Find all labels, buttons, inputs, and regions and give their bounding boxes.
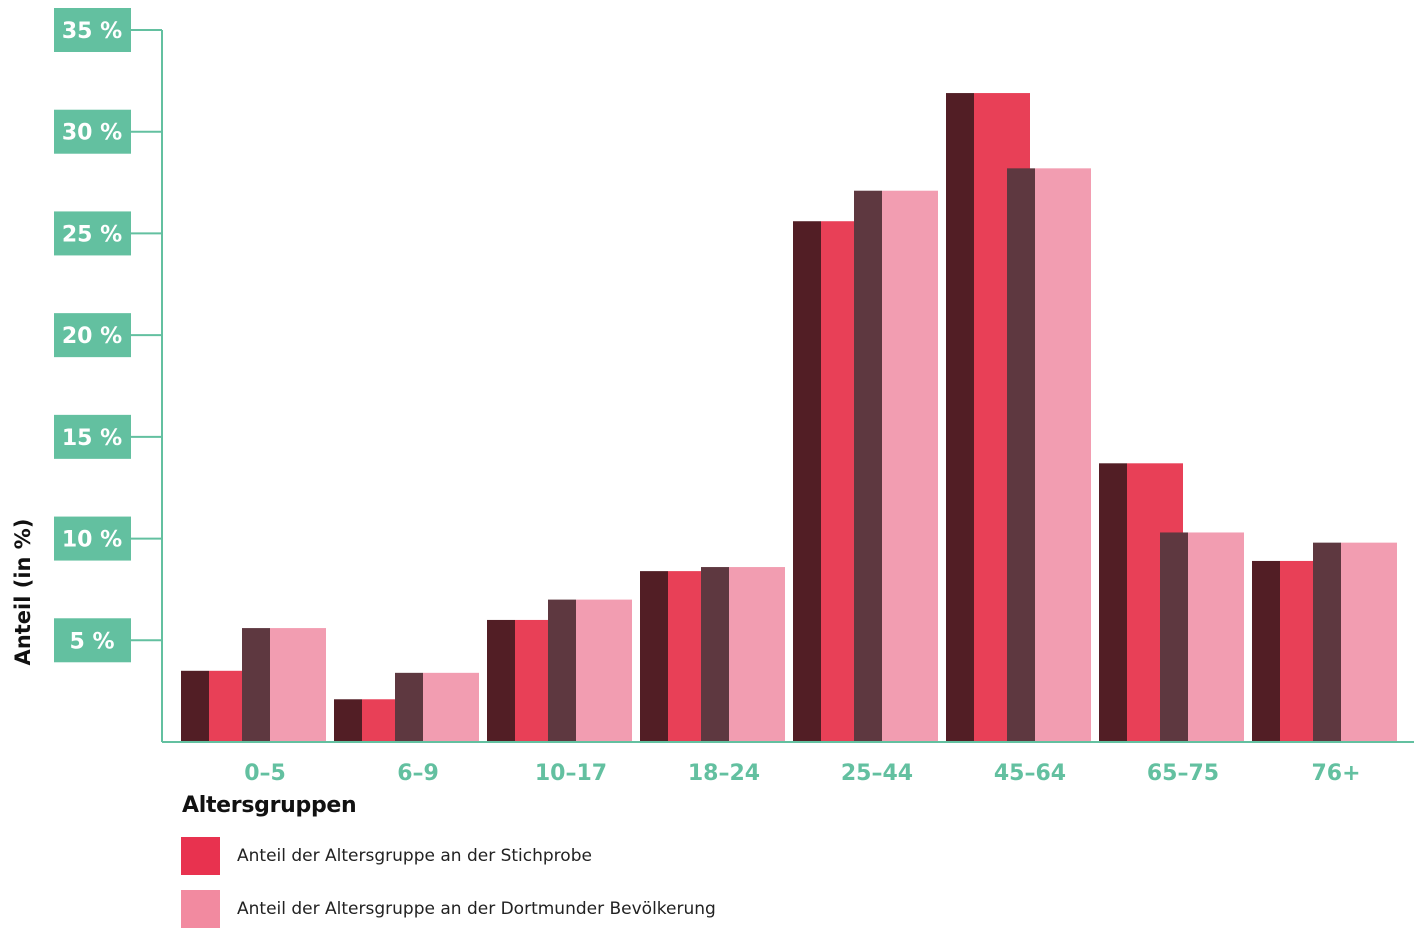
legend-item-stichprobe: Anteil der Altersgruppe an der Stichprob… [181,837,716,875]
bar-shadow-1-7 [1313,542,1341,742]
x-axis-label: Altersgruppen [182,793,357,818]
y-tick-label-6: 35 % [62,19,122,44]
y-tick-box-1 [54,516,131,561]
legend-label-stichprobe: Anteil der Altersgruppe an der Stichprob… [237,846,592,866]
y-tick-label-3: 20 % [62,324,122,349]
bar-shadow-1-3 [701,567,729,742]
bar-shadow-1-0 [242,628,270,742]
x-tick-label-1: 6–9 [397,761,439,786]
bar-shadow-1-6 [1160,532,1188,742]
bar-shadow-0-6 [1099,463,1127,742]
bar-chart: 0–5 6–9 10–17 18–24 25–44 45–64 65–75 76+ 5 % 10 … [11,8,1414,786]
y-axis-label: Anteil (in %) [11,519,35,666]
bar-bevoelkerung-1 [423,672,479,742]
y-tick-box-6 [54,8,131,52]
bar-shadow-0-5 [946,93,974,742]
bars-group [181,93,1397,743]
y-tick-label-4: 25 % [62,222,122,247]
y-tick-box-0 [54,618,131,663]
bar-shadow-1-4 [854,190,882,743]
bar-bevoelkerung-2 [576,599,632,742]
bar-shadow-1-2 [548,599,576,742]
bar-bevoelkerung-4 [882,190,938,743]
legend: Anteil der Altersgruppe an der Stichprob… [181,837,716,943]
bar-bevoelkerung-7 [1341,542,1397,742]
y-tick-label-0: 5 % [69,629,114,654]
x-tick-label-0: 0–5 [244,761,286,786]
y-tick-label-2: 15 % [62,426,122,451]
y-tick-box-3 [54,313,131,358]
y-tick-box-5 [54,109,131,154]
legend-item-bevoelkerung: Anteil der Altersgruppe an der Dortmunde… [181,890,716,928]
y-tick-label-5: 30 % [62,121,122,146]
bar-shadow-0-7 [1252,560,1280,742]
legend-label-bevoelkerung: Anteil der Altersgruppe an der Dortmunde… [237,899,716,919]
bar-shadow-0-1 [334,699,362,742]
bar-bevoelkerung-3 [729,567,785,742]
x-tick-label-6: 65–75 [1147,761,1219,786]
x-tick-label-7: 76+ [1311,761,1360,786]
y-tick-box-2 [54,414,131,459]
x-tick-label-2: 10–17 [535,761,607,786]
x-tick-label-5: 45–64 [994,761,1066,786]
y-tick-box-4 [54,211,131,256]
bar-shadow-0-2 [487,619,515,742]
bar-shadow-0-3 [640,571,668,742]
bar-shadow-0-0 [181,670,209,742]
bar-shadow-1-1 [395,672,423,742]
y-tick-label-1: 10 % [62,528,122,553]
legend-swatch-stichprobe [181,837,220,875]
axes-group: 0–5 6–9 10–17 18–24 25–44 45–64 65–75 76+ 5 % 10 … [54,8,1414,786]
bar-shadow-0-4 [793,221,821,743]
bar-bevoelkerung-5 [1035,168,1091,742]
bar-shadow-1-5 [1007,168,1035,742]
x-tick-label-4: 25–44 [841,761,913,786]
bar-bevoelkerung-0 [270,628,326,742]
bar-bevoelkerung-6 [1188,532,1244,742]
legend-swatch-bevoelkerung [181,890,220,928]
x-tick-label-3: 18–24 [688,761,760,786]
